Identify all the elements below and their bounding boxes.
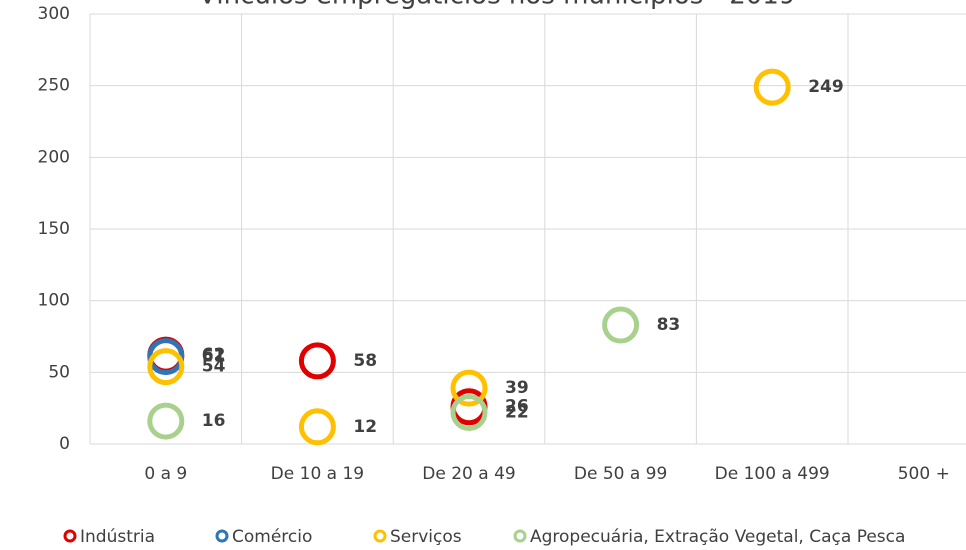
x-tick-label: De 10 a 19 — [271, 464, 364, 484]
legend-label: Agropecuária, Extração Vegetal, Caça Pes… — [530, 527, 905, 547]
value-label: 83 — [657, 315, 681, 335]
x-tick-label: De 50 a 99 — [574, 464, 667, 484]
value-label: 249 — [808, 77, 844, 97]
marker — [298, 342, 336, 380]
x-tick-label: De 100 a 499 — [715, 464, 830, 484]
legend-label: Indústria — [80, 527, 155, 547]
y-tick-label: 200 — [38, 147, 70, 167]
y-tick-label: 0 — [59, 434, 70, 454]
legend-label: Comércio — [232, 527, 312, 547]
value-label: 26 — [505, 397, 529, 417]
x-tick-label: 0 a 9 — [144, 464, 187, 484]
marker — [450, 393, 488, 431]
legend-marker — [63, 529, 77, 543]
value-label: 12 — [353, 417, 377, 437]
value-label: 62 — [202, 345, 226, 365]
value-label: 22 — [505, 402, 529, 422]
legend-marker — [373, 529, 387, 543]
value-label: 16 — [202, 411, 226, 431]
marker — [147, 348, 185, 386]
legend-label: Serviços — [390, 527, 462, 547]
chart-title: Vínculos empregatícios nos municípios - … — [199, 0, 796, 11]
value-label: 58 — [353, 351, 377, 371]
x-tick-label: De 20 a 49 — [422, 464, 515, 484]
x-tick-label: 500 + — [898, 464, 950, 484]
value-label: 61 — [202, 347, 226, 367]
legend-marker — [215, 529, 229, 543]
marker — [147, 338, 185, 376]
marker — [298, 408, 336, 446]
value-label: 54 — [202, 357, 226, 377]
y-tick-label: 50 — [48, 362, 70, 382]
value-label: 39 — [505, 378, 529, 398]
legend-marker — [513, 529, 527, 543]
marker — [450, 369, 488, 407]
marker — [602, 306, 640, 344]
marker — [753, 68, 791, 106]
y-tick-label: 150 — [38, 219, 70, 239]
y-tick-label: 100 — [38, 291, 70, 311]
marker — [147, 402, 185, 440]
y-tick-label: 300 — [38, 4, 70, 24]
y-tick-label: 250 — [38, 76, 70, 96]
